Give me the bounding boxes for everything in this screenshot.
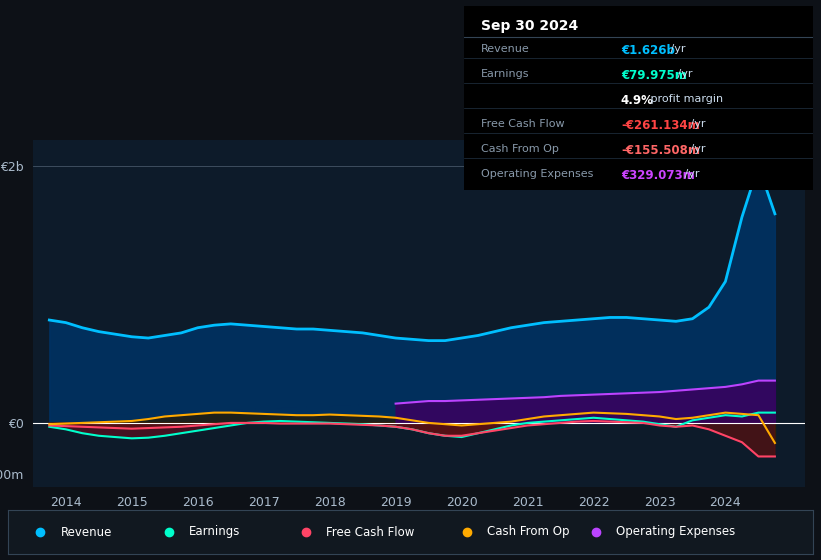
Text: Operating Expenses: Operating Expenses (616, 525, 735, 539)
Text: /yr: /yr (687, 119, 706, 129)
Text: Sep 30 2024: Sep 30 2024 (481, 18, 579, 32)
Text: /yr: /yr (681, 169, 699, 179)
Text: Revenue: Revenue (481, 44, 530, 54)
Text: 4.9%: 4.9% (621, 94, 654, 108)
Text: Cash From Op: Cash From Op (481, 144, 559, 154)
Text: -€261.134m: -€261.134m (621, 119, 699, 132)
Text: Cash From Op: Cash From Op (487, 525, 570, 539)
Text: profit margin: profit margin (648, 94, 723, 104)
Text: Operating Expenses: Operating Expenses (481, 169, 594, 179)
Text: -€155.508m: -€155.508m (621, 144, 699, 157)
Text: /yr: /yr (674, 69, 692, 80)
Text: Free Cash Flow: Free Cash Flow (481, 119, 565, 129)
Text: /yr: /yr (667, 44, 686, 54)
Text: Earnings: Earnings (481, 69, 530, 80)
Text: €1.626b: €1.626b (621, 44, 675, 58)
Text: Revenue: Revenue (61, 525, 112, 539)
Text: Earnings: Earnings (189, 525, 241, 539)
Text: /yr: /yr (687, 144, 706, 154)
Text: €329.073m: €329.073m (621, 169, 695, 182)
Text: €79.975m: €79.975m (621, 69, 686, 82)
Text: Free Cash Flow: Free Cash Flow (326, 525, 415, 539)
